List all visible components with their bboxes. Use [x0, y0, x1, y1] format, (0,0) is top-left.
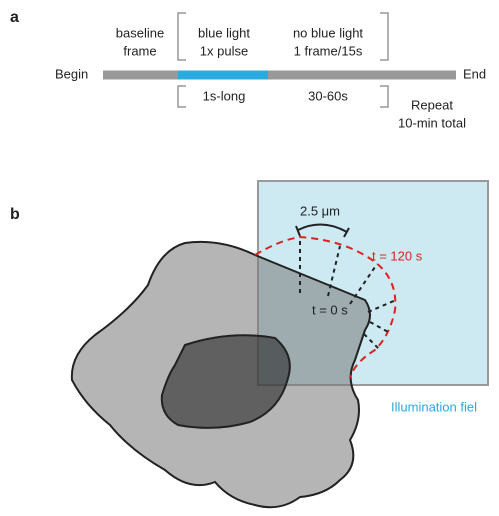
end-label: End: [463, 66, 486, 81]
phase-duration: 1s-long: [203, 88, 246, 103]
panel-label: b: [10, 206, 20, 223]
panel-label: a: [10, 9, 19, 26]
phase-text: baseline: [116, 25, 164, 40]
repeat-text: Repeat: [411, 97, 453, 112]
begin-label: Begin: [55, 66, 88, 81]
phase-text: blue light: [198, 25, 250, 40]
time-label: t = 0 s: [312, 302, 348, 317]
figure: a Begin End baseline frame blue light 1x…: [0, 0, 499, 516]
time-label: t = 120 s: [372, 248, 423, 263]
phase-text: 1x pulse: [200, 43, 248, 58]
phase-text: no blue light: [293, 25, 363, 40]
scale-label: 2.5 μm: [300, 203, 340, 218]
field-label: Illumination fiel: [391, 399, 477, 414]
phase-text: frame: [123, 43, 156, 58]
repeat-text: 10-min total: [398, 115, 466, 130]
phase-text: 1 frame/15s: [294, 43, 363, 58]
phase-duration: 30-60s: [308, 88, 348, 103]
